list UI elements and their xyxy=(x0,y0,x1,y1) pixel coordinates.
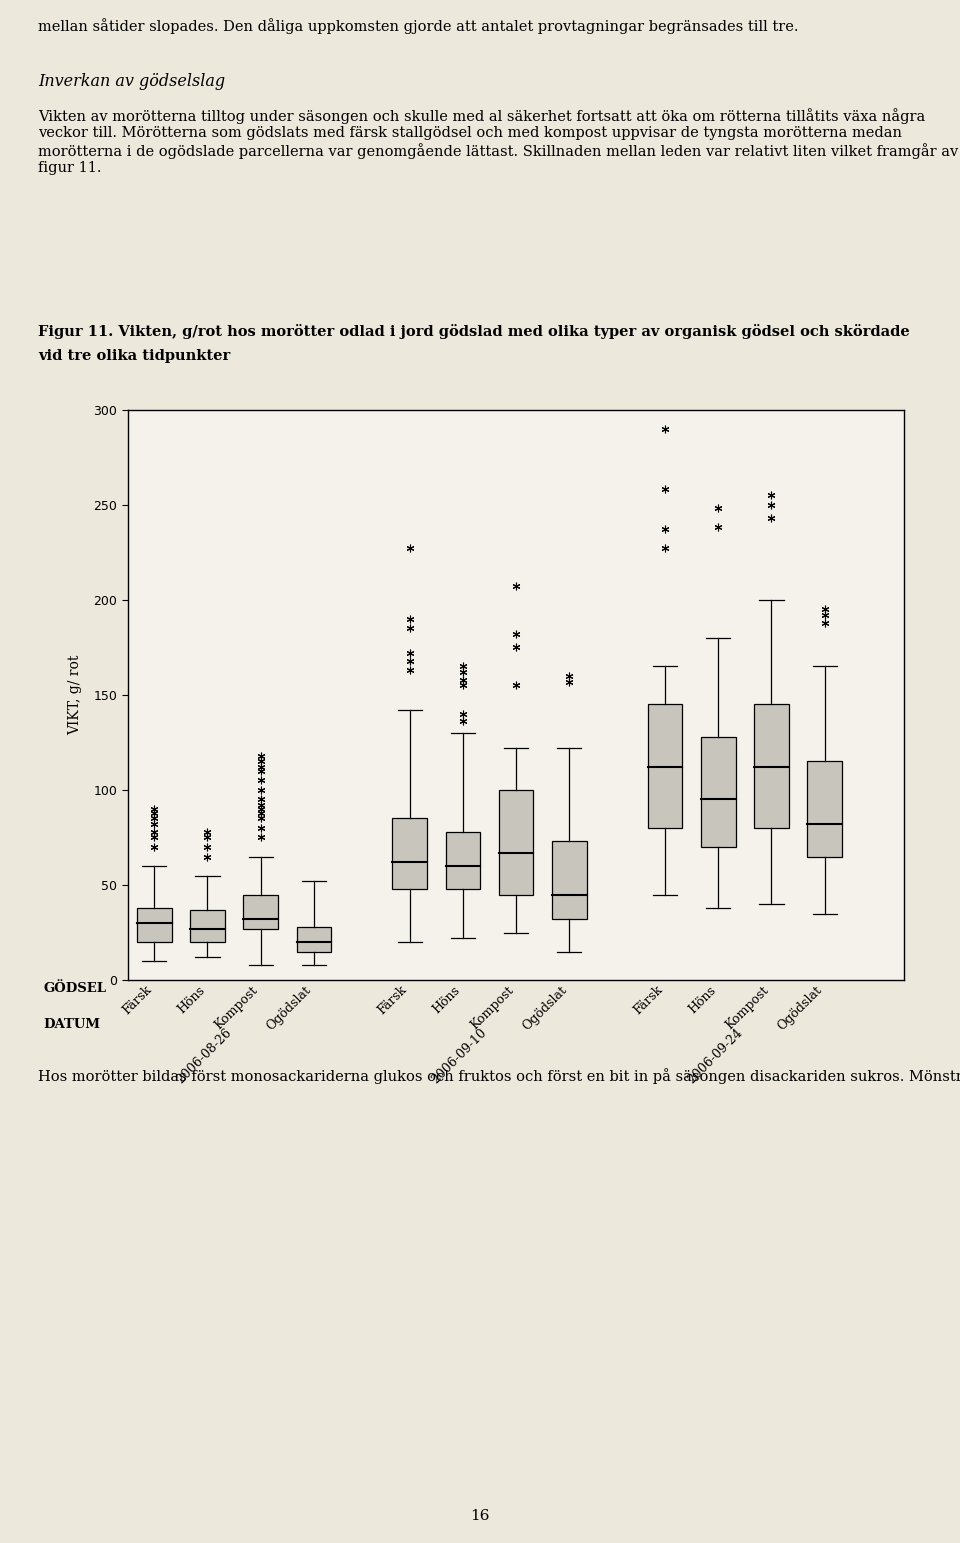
Text: 2006-09-10: 2006-09-10 xyxy=(429,1026,490,1086)
Text: Kompost: Kompost xyxy=(468,983,516,1032)
Text: Höns: Höns xyxy=(175,983,207,1015)
Bar xyxy=(445,832,480,889)
Bar xyxy=(137,907,172,943)
Text: mellan såtider slopades. Den dåliga uppkomsten gjorde att antalet provtagningar : mellan såtider slopades. Den dåliga uppk… xyxy=(38,19,799,34)
Text: Höns: Höns xyxy=(685,983,718,1015)
Bar xyxy=(648,704,683,829)
Text: vid tre olika tidpunkter: vid tre olika tidpunkter xyxy=(38,349,230,363)
Text: 16: 16 xyxy=(470,1509,490,1523)
Bar xyxy=(807,761,842,856)
Text: Färsk: Färsk xyxy=(375,983,410,1017)
Text: Inverkan av gödselslag: Inverkan av gödselslag xyxy=(38,73,226,89)
Text: Figur 11. Vikten, g/rot hos morötter odlad i jord gödslad med olika typer av org: Figur 11. Vikten, g/rot hos morötter odl… xyxy=(38,324,910,339)
Text: 2006-09-24: 2006-09-24 xyxy=(684,1026,745,1086)
Y-axis label: VIKT, g/ rot: VIKT, g/ rot xyxy=(68,654,83,734)
Bar xyxy=(244,895,278,929)
Text: Färsk: Färsk xyxy=(631,983,665,1017)
Text: GÖDSEL: GÖDSEL xyxy=(43,983,107,995)
Text: Vikten av morötterna tilltog under säsongen och skulle med al säkerhet fortsatt : Vikten av morötterna tilltog under säson… xyxy=(38,108,959,174)
Text: Hos morötter bildas först monosackariderna glukos och fruktos och först en bit i: Hos morötter bildas först monosackarider… xyxy=(38,1068,960,1083)
Text: Färsk: Färsk xyxy=(120,983,155,1017)
Bar xyxy=(190,910,225,943)
Text: Ogödslat: Ogödslat xyxy=(519,983,569,1032)
Bar xyxy=(755,704,789,829)
Bar xyxy=(499,790,534,895)
Text: 2006-08-26: 2006-08-26 xyxy=(174,1026,234,1086)
Text: DATUM: DATUM xyxy=(43,1018,100,1031)
Text: Kompost: Kompost xyxy=(212,983,261,1032)
Text: Höns: Höns xyxy=(430,983,463,1015)
Text: Ogödslat: Ogödslat xyxy=(264,983,314,1032)
Bar xyxy=(393,818,427,889)
Bar xyxy=(297,927,331,952)
Text: Ogödslat: Ogödslat xyxy=(775,983,825,1032)
Bar xyxy=(701,736,735,847)
Text: Kompost: Kompost xyxy=(723,983,772,1032)
Bar xyxy=(552,841,587,920)
